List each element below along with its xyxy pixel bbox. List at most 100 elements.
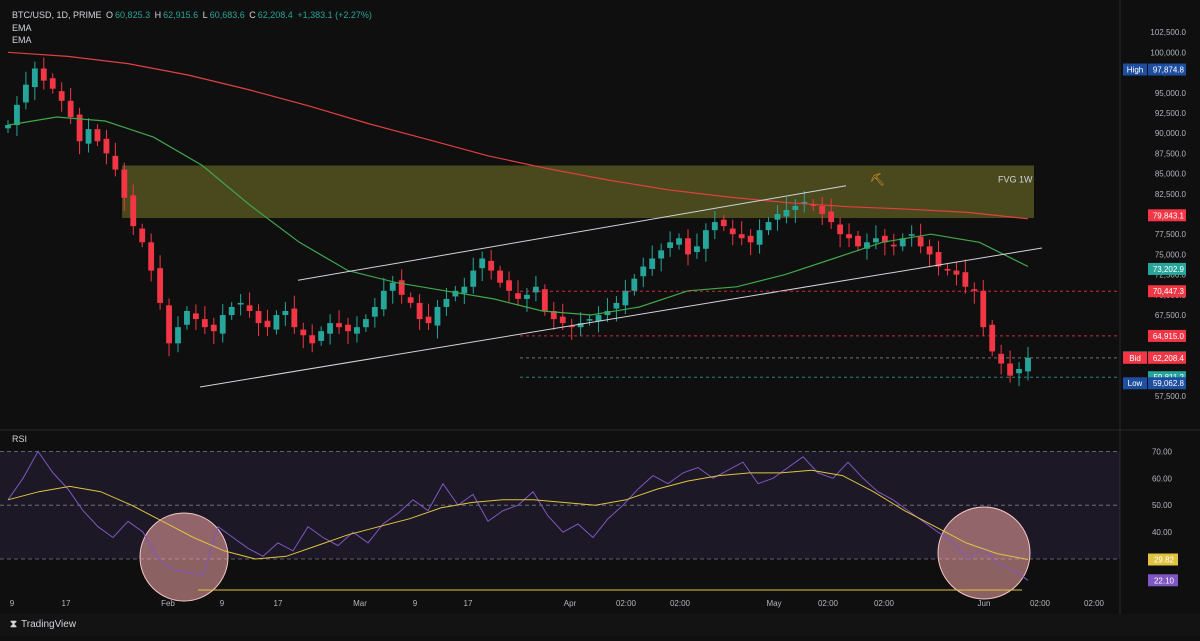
price-tick-label: 82,500.0 [1155,190,1187,199]
oversold-feb-circle [139,512,229,602]
time-tick-label: 02:00 [1084,599,1105,608]
candle-body [345,324,351,332]
candle-body [210,324,217,332]
rsi-tick-label: 40.00 [1152,528,1173,537]
candle-body [568,325,575,328]
price-tick-label: 87,500.0 [1155,149,1187,158]
ema-legend-2[interactable]: EMA [12,35,32,45]
price-tag-value: 73,202.9 [1153,265,1185,274]
tradingview-brand[interactable]: ⧗ TradingView [10,619,76,630]
candle-body [962,272,969,287]
candle-body [881,235,888,243]
candle-body [407,297,414,303]
candle-body [40,68,47,81]
candle-body [130,195,137,227]
candle-body [738,234,745,239]
candle-body [255,311,262,324]
candle-body [846,234,852,239]
rsi-line [7,450,1029,581]
price-tick-label: 75,000.0 [1155,250,1187,259]
candle-body [649,258,656,269]
candle-body [416,302,423,320]
candle-body [559,316,566,324]
time-tick-label: Mar [353,599,367,608]
candle-body [219,315,226,334]
high-label: H [154,10,162,20]
candle-body [309,335,316,344]
candle-body [676,238,682,245]
candle-body [264,320,271,328]
candle-body [890,244,897,247]
close-label: C [249,10,256,20]
candle-body [425,316,432,324]
symbol-title[interactable]: BTC/USD, 1D, PRIME [12,10,102,20]
candle-body [631,278,638,291]
candle-body [899,238,906,247]
candle-body [246,305,253,311]
candle-body [1016,368,1022,374]
candle-body [85,129,92,144]
time-tick-label: Jun [978,599,991,608]
channel-upper-line [297,185,847,281]
candle-body [380,290,387,310]
rsi-tick-label: 70.00 [1152,447,1173,456]
price-tag-label-bg [1123,377,1147,390]
time-tick-label: 17 [62,599,71,608]
candle-body [694,246,700,252]
candle-body [640,266,647,277]
candle-body [980,290,987,328]
price-tick-label: 72,500.0 [1155,271,1187,280]
change-value: +1,383.1 (+2.27%) [297,10,372,20]
candle-body [461,286,468,294]
candle-body [148,242,155,271]
hammer-icon: ⛏ [870,172,885,186]
rsi-title: RSI [12,434,27,444]
candle-body [685,238,691,255]
oversold-jun-circle [937,506,1031,600]
ema-legend-1[interactable]: EMA [12,23,32,33]
price-tick-label: 95,000.0 [1155,89,1187,98]
candle-body [389,282,396,291]
rsi-tick-label: 50.00 [1152,501,1173,510]
candle-body [828,211,835,223]
time-tick-label: 17 [274,599,283,608]
candle-body [443,298,450,307]
candle-body [667,242,674,248]
low-label: L [202,10,208,20]
price-tag-value: 64,915.0 [1153,332,1185,341]
candle-body [971,289,978,291]
candle-body [300,329,307,336]
rsi-ma-line [7,469,1029,560]
candle-body [22,84,29,103]
price-tick-label: 67,500.0 [1155,311,1187,320]
candle-body [103,138,110,154]
time-tick-label: 9 [10,599,15,608]
candle-body [31,68,38,88]
price-tick-label: 85,000.0 [1155,170,1187,179]
candle-body [658,250,665,259]
candle-body [819,205,826,214]
ema-long-line [7,51,1029,220]
candle-body [595,315,602,322]
rsi-tag-value: 29.82 [1154,556,1175,565]
candle-body [837,224,844,235]
price-tag-value: 59,062.8 [1153,379,1185,388]
candle-body [720,219,727,227]
candle-body [398,280,405,295]
price-tag-bg [1148,329,1186,342]
open-value: 60,825.3 [115,10,151,20]
candle-body [783,209,790,217]
candle-body [166,305,172,344]
candle-body [336,323,342,328]
tradingview-logo-icon: ⧗ [10,619,18,630]
candle-body [810,204,817,206]
time-tick-label: 02:00 [874,599,895,608]
candle-body [577,323,584,328]
price-tag-label: High [1127,66,1143,75]
candle-body [273,315,280,330]
price-tag-value: 97,874.8 [1153,66,1185,75]
candle-body [586,319,593,321]
price-tick-label: 90,000.0 [1155,129,1187,138]
